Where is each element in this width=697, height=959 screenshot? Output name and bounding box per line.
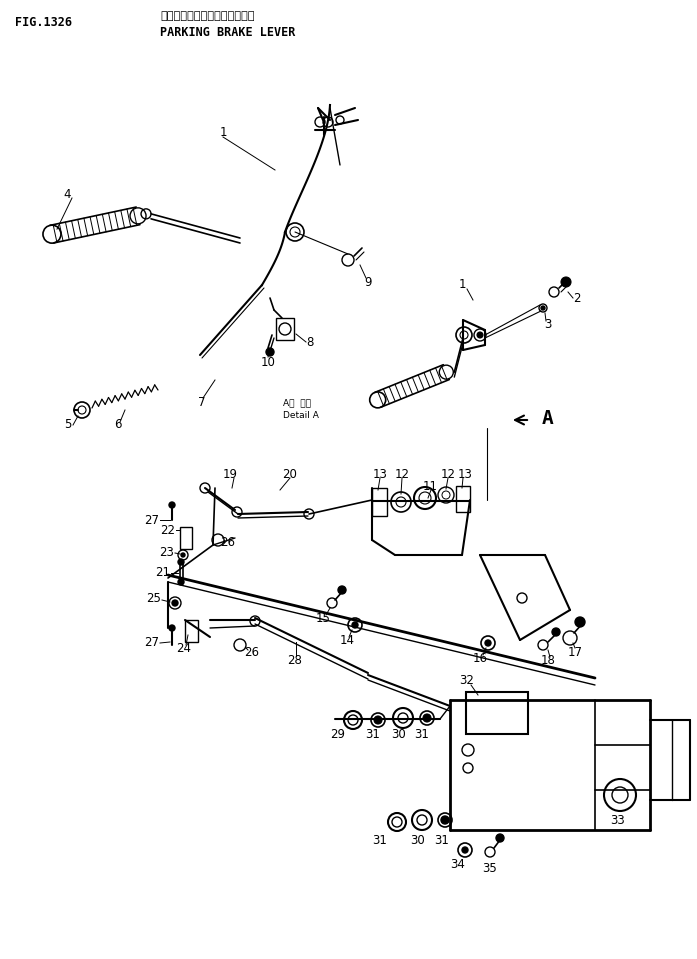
Text: 34: 34 xyxy=(450,857,466,871)
Text: 25: 25 xyxy=(146,592,162,604)
Circle shape xyxy=(496,834,504,842)
Circle shape xyxy=(485,640,491,646)
Text: 26: 26 xyxy=(220,535,236,549)
Text: 31: 31 xyxy=(373,833,388,847)
Text: 33: 33 xyxy=(611,813,625,827)
Text: 31: 31 xyxy=(365,728,381,740)
Circle shape xyxy=(552,628,560,636)
Text: 31: 31 xyxy=(434,833,450,847)
Text: 3: 3 xyxy=(544,318,552,332)
Circle shape xyxy=(172,600,178,606)
Text: 23: 23 xyxy=(160,547,174,559)
Text: 35: 35 xyxy=(482,861,498,875)
Text: 30: 30 xyxy=(392,728,406,740)
Text: 12: 12 xyxy=(395,467,410,480)
Circle shape xyxy=(169,502,175,508)
Circle shape xyxy=(352,622,358,628)
Text: 16: 16 xyxy=(473,651,487,665)
Circle shape xyxy=(374,716,382,724)
Circle shape xyxy=(477,332,483,338)
Circle shape xyxy=(541,306,545,310)
Text: 28: 28 xyxy=(288,653,302,667)
Text: 21: 21 xyxy=(155,567,171,579)
Text: A: A xyxy=(542,409,554,429)
Text: 1: 1 xyxy=(458,278,466,292)
Text: FIG.1326: FIG.1326 xyxy=(15,16,72,30)
Text: 6: 6 xyxy=(114,418,122,432)
Bar xyxy=(372,488,387,516)
Text: 12: 12 xyxy=(441,467,456,480)
Circle shape xyxy=(338,586,346,594)
Text: 18: 18 xyxy=(541,653,556,667)
Text: 7: 7 xyxy=(198,395,206,409)
Text: 19: 19 xyxy=(222,467,238,480)
Text: 26: 26 xyxy=(245,645,259,659)
Text: 13: 13 xyxy=(457,467,473,480)
Text: 14: 14 xyxy=(339,634,355,646)
Circle shape xyxy=(423,714,431,722)
Bar xyxy=(185,620,198,642)
Text: Detail A: Detail A xyxy=(283,410,319,419)
Text: 5: 5 xyxy=(64,418,72,432)
Circle shape xyxy=(178,559,184,565)
Text: 17: 17 xyxy=(567,645,583,659)
Text: PARKING BRAKE LEVER: PARKING BRAKE LEVER xyxy=(160,27,296,39)
Text: 20: 20 xyxy=(282,467,298,480)
Circle shape xyxy=(169,625,175,631)
Text: 1: 1 xyxy=(220,127,227,139)
Circle shape xyxy=(181,553,185,557)
Text: 13: 13 xyxy=(373,467,388,480)
Bar xyxy=(180,527,192,549)
Text: 27: 27 xyxy=(144,637,160,649)
Text: 15: 15 xyxy=(316,612,330,624)
Circle shape xyxy=(462,847,468,853)
Text: 29: 29 xyxy=(330,728,346,740)
Text: パーキング　ブレーキ　レバー: パーキング ブレーキ レバー xyxy=(160,11,254,21)
Circle shape xyxy=(178,579,184,585)
Text: 22: 22 xyxy=(160,524,176,536)
Circle shape xyxy=(561,277,571,287)
Circle shape xyxy=(266,348,274,356)
Bar xyxy=(466,692,528,734)
Text: 30: 30 xyxy=(411,833,425,847)
Text: 31: 31 xyxy=(415,728,429,740)
Text: 27: 27 xyxy=(144,513,160,526)
Text: 4: 4 xyxy=(63,189,71,201)
Text: 8: 8 xyxy=(306,336,314,348)
Text: 24: 24 xyxy=(176,642,192,654)
Text: 32: 32 xyxy=(459,673,475,687)
Bar xyxy=(456,486,470,512)
Text: A部  詳細: A部 詳細 xyxy=(283,399,311,408)
Text: 2: 2 xyxy=(573,292,581,305)
Circle shape xyxy=(575,617,585,627)
Text: 11: 11 xyxy=(422,480,438,493)
Circle shape xyxy=(441,816,449,824)
Text: 9: 9 xyxy=(365,275,372,289)
Text: 10: 10 xyxy=(261,356,275,368)
Bar xyxy=(276,318,294,340)
